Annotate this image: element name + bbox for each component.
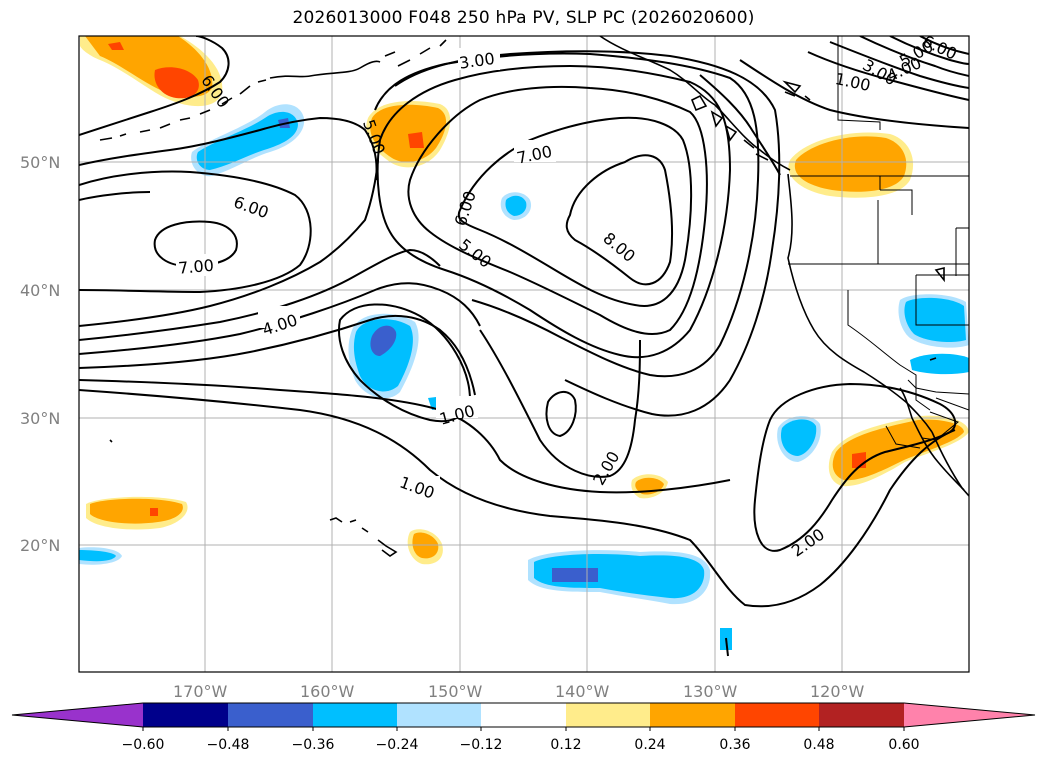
- contour-8: [565, 154, 674, 286]
- lon-label: 160°W: [300, 682, 355, 701]
- contour-ne-outer: [739, 59, 969, 129]
- contour-4-west: [79, 248, 441, 341]
- colorbar-segment: [397, 703, 481, 727]
- lon-label: 140°W: [555, 682, 610, 701]
- colorbar-segment: [819, 703, 904, 727]
- contour-3-center: [394, 50, 781, 417]
- contour-1-east: [79, 389, 956, 608]
- contour-2-west: [79, 314, 476, 396]
- colorbar-tick-label: −0.36: [292, 737, 335, 753]
- contour-label: 3.00: [458, 49, 496, 73]
- contour-3-west: [79, 282, 481, 355]
- contour-5-center: [376, 64, 732, 359]
- colorbar-tick-label: −0.12: [460, 737, 503, 753]
- lon-label: 150°W: [428, 682, 483, 701]
- contour-label: 7.00: [177, 256, 214, 278]
- political-borders: [788, 36, 969, 449]
- colorbar-segment: [143, 703, 228, 727]
- map-area: 3.00 6.00 5.00 7.00 6.00 6.00 7.00 5.00 …: [79, 36, 969, 672]
- lon-label: 120°W: [810, 682, 865, 701]
- lon-axis: 170°W 160°W 150°W 140°W 130°W 120°W: [173, 682, 865, 701]
- lon-label: 130°W: [683, 682, 738, 701]
- colorbar-tick-label: 0.36: [719, 737, 750, 753]
- colorbar-tick-label: 0.12: [550, 737, 581, 753]
- contour-1-main: [79, 379, 731, 494]
- colorbar-segment: [228, 703, 313, 727]
- lat-label: 30°N: [20, 409, 60, 428]
- colorbar-segment: [735, 703, 819, 727]
- contour-6-nw: [79, 36, 230, 136]
- colorbar-tick-label: −0.60: [122, 737, 165, 753]
- colorbar-segment: [566, 703, 651, 727]
- contour-5-west: [79, 159, 379, 327]
- contour-6-west: [79, 170, 312, 294]
- colorbar: −0.60 −0.48 −0.36 −0.24 −0.12 0.12 0.24 …: [11, 702, 1036, 753]
- colorbar-tick-label: 0.48: [803, 737, 834, 753]
- colorbar-tick-label: 0.24: [634, 737, 665, 753]
- colorbar-tick-label: 0.60: [888, 737, 919, 753]
- graticule: [79, 36, 969, 672]
- colorbar-segment: [481, 703, 566, 727]
- colorbar-tick-label: −0.24: [376, 737, 419, 753]
- slp-contours: [79, 36, 969, 657]
- map-title: 2026013000 F048 250 hPa PV, SLP PC (2026…: [292, 8, 755, 28]
- colorbar-segment: [650, 703, 735, 727]
- colorbar-extend-low: [12, 703, 143, 727]
- contour-6-center: [407, 85, 708, 335]
- lat-label: 40°N: [20, 281, 60, 300]
- contour-7-center: [457, 116, 693, 307]
- contour-ne-4: [889, 36, 969, 65]
- colorbar-tick-label: −0.48: [207, 737, 250, 753]
- map-frame: [78, 35, 970, 673]
- lat-label: 20°N: [20, 536, 60, 555]
- lon-label: 170°W: [173, 682, 228, 701]
- contour-ne-1: [807, 51, 969, 101]
- contour-nw-5: [79, 116, 378, 181]
- contour-7-west: [153, 220, 238, 268]
- contour-ne-3: [859, 36, 969, 77]
- contour-2-mid: [479, 329, 641, 478]
- lat-axis: 50°N 40°N 30°N 20°N: [20, 153, 60, 555]
- contour-1-tail: [725, 637, 729, 657]
- contour-2-east: [753, 382, 957, 552]
- lat-label: 50°N: [20, 153, 60, 172]
- contour-2-small: [545, 391, 577, 438]
- contour-ne-2: [829, 41, 969, 89]
- colorbar-segment: [313, 703, 398, 727]
- colorbar-extend-high: [904, 703, 1035, 727]
- contour-ne-5: [919, 36, 969, 55]
- contour-ne-inner: [699, 74, 781, 176]
- pv-shading: [79, 36, 969, 650]
